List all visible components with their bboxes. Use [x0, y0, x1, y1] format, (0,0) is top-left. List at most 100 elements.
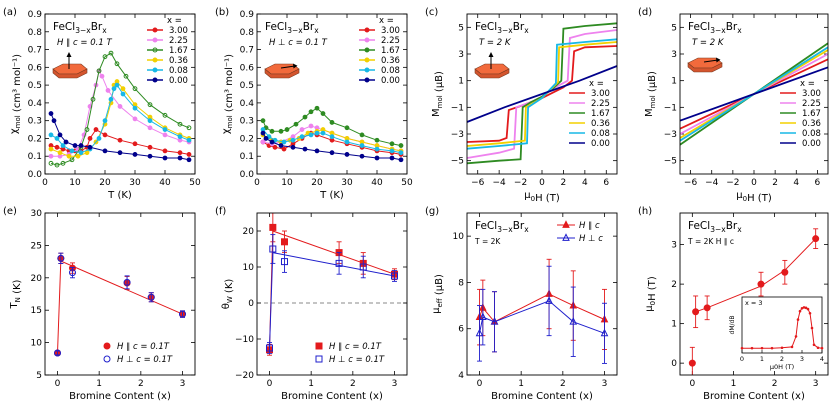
- data-point: [335, 259, 343, 267]
- data-point: [147, 153, 153, 159]
- y-tick-label: 20: [31, 274, 43, 284]
- legend-label: H ⊥ c = 0.1T: [329, 355, 385, 365]
- x-tick-label: 2: [560, 379, 566, 389]
- legend-label: 0.08: [169, 66, 188, 76]
- panel-e: 0 1 2 3 5 10 15 20 25 30 (e) Bromine Content (x) TN …: [3, 206, 196, 402]
- y-tick-label: 0.8: [28, 28, 43, 38]
- data-point: [703, 304, 711, 312]
- legend-label: H ⊥ c = 0.1T: [117, 355, 173, 365]
- legend-marker: [315, 342, 323, 350]
- series-H ⊥ c: [475, 265, 609, 364]
- series-line: [479, 300, 605, 334]
- data-point: [48, 146, 54, 152]
- data-point: [812, 235, 820, 243]
- panel-label: (d): [638, 7, 652, 18]
- y-axis-label: θW (K): [221, 279, 235, 310]
- x-tick-label: 0: [539, 178, 545, 188]
- legend-label: 2.25: [591, 99, 610, 109]
- compound-label: FeCl3−xBrx: [688, 220, 742, 234]
- panel-label: (h): [638, 206, 652, 217]
- series-line: [467, 65, 617, 123]
- field-note: T = 2K: [474, 237, 501, 246]
- series-line: [680, 66, 828, 122]
- y-tick-label: 2: [671, 280, 677, 290]
- compound-label: FeCl3−xBrx: [475, 21, 529, 35]
- data-point: [389, 141, 395, 147]
- y-axis-label: Mmol (μB): [431, 71, 445, 117]
- data-point: [162, 155, 168, 161]
- x-tick-label: 50: [189, 178, 201, 188]
- compound-part: Br: [513, 220, 525, 232]
- axes-frame: [466, 13, 618, 175]
- data-point: [132, 86, 138, 92]
- x-tick-label: −4: [493, 178, 507, 188]
- data-point: [51, 118, 57, 124]
- data-point: [54, 349, 61, 357]
- panel-b: 0 10 20 30 40 50 0.0 0.1 0.2 0.3 0.4 0.5 0.6 0.7 0.8 0.…: [215, 7, 413, 201]
- axis-label-subscript: eff: [436, 298, 444, 307]
- series-line: [50, 128, 190, 155]
- data-point: [281, 139, 287, 145]
- axes-frame: [466, 212, 618, 376]
- inset-tick-label: 3: [800, 355, 804, 363]
- axis-label-part: χ: [9, 128, 20, 134]
- axis-label-subscript: 0: [743, 195, 747, 203]
- x-axis-label: Bromine Content (x): [69, 391, 171, 402]
- field-arrow-head-icon: [66, 52, 72, 57]
- data-point: [490, 317, 499, 325]
- data-point: [186, 152, 192, 157]
- axes-frame: [256, 212, 408, 376]
- data-point: [147, 144, 153, 150]
- panel-label: (g): [425, 206, 439, 217]
- legend-label: 1.67: [169, 46, 188, 56]
- data-point: [475, 328, 484, 337]
- axis-label-part: (μB): [434, 71, 445, 95]
- compound-label: FeCl3−xBrx: [475, 220, 529, 234]
- x-tick-label: 10: [281, 178, 293, 188]
- y-tick-label: 0.1: [240, 152, 254, 162]
- data-point: [179, 310, 186, 318]
- inset-tick-label: 1: [760, 355, 764, 363]
- y-tick-label: −1: [664, 103, 677, 113]
- inset-point: [760, 346, 764, 350]
- data-point: [132, 116, 138, 122]
- y-axis-label: μeff (μB): [431, 274, 445, 314]
- compound-subscript: x: [314, 26, 319, 35]
- plot-area: [688, 228, 820, 375]
- legend-marker: [364, 27, 370, 33]
- plot-area: [260, 105, 404, 163]
- x-tick-label: 6: [815, 178, 821, 188]
- data-point: [102, 148, 108, 154]
- data-point: [320, 111, 326, 116]
- data-point: [162, 132, 168, 138]
- y-tick-label: −20: [235, 371, 254, 381]
- data-point: [359, 263, 367, 271]
- axis-label-subscript: mol: [649, 95, 657, 108]
- plot-area: [475, 258, 609, 364]
- legend-marker: [152, 57, 158, 63]
- axis-label-part: (μB): [434, 274, 445, 298]
- compound-part: Br: [513, 21, 525, 33]
- x-tick-label: −6: [471, 178, 485, 188]
- y-axis-label: χmol (cm³ mol⁻¹): [221, 54, 235, 134]
- y-tick-label: 15: [31, 306, 42, 316]
- data-point: [186, 157, 192, 163]
- data-point: [87, 136, 93, 141]
- x-tick-label: 2: [772, 178, 778, 188]
- inset-point: [740, 346, 744, 350]
- axis-label-part: T (K): [107, 190, 132, 201]
- axis-label-subscript: mol: [14, 115, 22, 128]
- axis-label-part: μ: [736, 190, 743, 201]
- data-point: [278, 128, 284, 134]
- field-note: T = 2 K: [692, 38, 725, 48]
- panel-label: (e): [3, 206, 17, 217]
- y-tick-label: 8: [458, 278, 464, 288]
- data-point: [692, 308, 700, 316]
- data-point: [398, 150, 404, 156]
- data-point: [359, 132, 365, 138]
- data-point: [344, 152, 350, 157]
- data-point: [344, 139, 350, 145]
- x-tick-label: 40: [371, 178, 383, 188]
- x-tick-label: 0: [254, 178, 260, 188]
